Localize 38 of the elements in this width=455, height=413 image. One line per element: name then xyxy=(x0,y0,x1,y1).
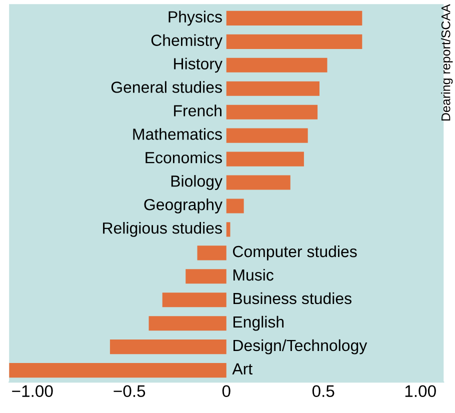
annotation: Dearing report/SCAA xyxy=(441,4,453,121)
bar xyxy=(110,340,226,354)
y-tick-label: History xyxy=(174,58,222,73)
bar xyxy=(226,222,230,237)
y-tick-label: Computer studies xyxy=(232,245,357,260)
bar xyxy=(226,175,290,190)
bar xyxy=(226,104,318,120)
bar xyxy=(9,363,226,378)
y-tick-label: Mathematics xyxy=(133,128,222,140)
bar xyxy=(186,269,226,284)
bar xyxy=(226,198,244,214)
y-tick-label: Physics xyxy=(168,10,222,26)
y-tick-label: English xyxy=(233,316,284,331)
x-tick-label: 0 xyxy=(222,385,230,398)
y-tick-label: Business studies xyxy=(233,292,352,304)
y-tick-label: French xyxy=(174,104,222,116)
bar xyxy=(148,316,226,331)
x-tick-label: −1.00 xyxy=(12,385,53,398)
y-tick-label: Chemistry xyxy=(151,34,222,50)
y-tick-label: General studies xyxy=(111,81,222,93)
bar xyxy=(226,81,320,96)
bar xyxy=(226,128,308,143)
y-tick-label: Art xyxy=(232,363,252,375)
bar xyxy=(226,152,304,166)
bar xyxy=(162,292,226,308)
y-tick-label: Biology xyxy=(171,175,222,190)
x-tick-label: 1.00 xyxy=(405,385,436,398)
y-tick-label: Economics xyxy=(146,152,222,164)
y-tick-label: Religious studies xyxy=(103,222,222,237)
bar xyxy=(197,246,226,260)
bar xyxy=(226,58,328,72)
y-tick-label: Geography xyxy=(144,198,222,214)
bar xyxy=(226,34,362,49)
y-tick-label: Design/Technology xyxy=(233,339,368,354)
bar xyxy=(226,10,362,26)
x-tick-label: −0.5 xyxy=(114,385,146,398)
y-tick-label: Music xyxy=(233,268,274,281)
x-tick-label: 0.5 xyxy=(312,385,334,398)
